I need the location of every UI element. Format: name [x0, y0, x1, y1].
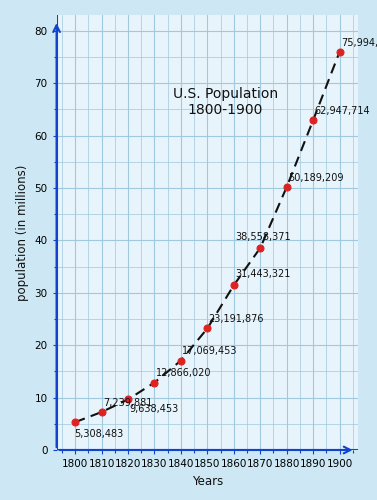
Text: 75,994,575: 75,994,575: [341, 38, 377, 48]
Text: 50,189,209: 50,189,209: [288, 173, 343, 183]
Text: 38,558,371: 38,558,371: [235, 232, 291, 241]
Text: 9,638,453: 9,638,453: [129, 404, 179, 414]
Text: 7,239,881: 7,239,881: [103, 398, 152, 408]
Text: 23,191,876: 23,191,876: [209, 314, 264, 324]
Y-axis label: population (in millions): population (in millions): [16, 164, 29, 300]
Text: 12,866,020: 12,866,020: [156, 368, 211, 378]
Text: U.S. Population
1800-1900: U.S. Population 1800-1900: [173, 87, 278, 117]
Text: 5,308,483: 5,308,483: [74, 429, 123, 439]
Text: 62,947,714: 62,947,714: [314, 106, 370, 116]
Text: 31,443,321: 31,443,321: [235, 269, 291, 279]
Text: 17,069,453: 17,069,453: [182, 346, 238, 356]
X-axis label: Years: Years: [192, 474, 223, 488]
